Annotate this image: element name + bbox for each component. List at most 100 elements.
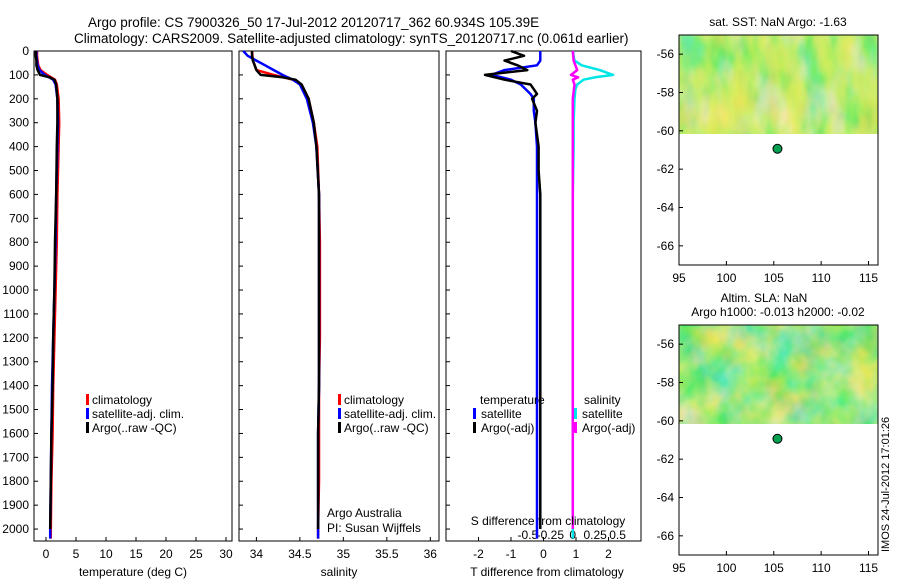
sla-map-title: Altim. SLA: NaN (721, 291, 808, 305)
temperature-panel: 0100200300400500600700800900100011001200… (2, 44, 450, 579)
t-difference-x-axis: -2 -1 0 1 2 (473, 537, 612, 561)
map-y-tick-label: -56 (657, 47, 675, 61)
depth-tick-label: 600 (9, 187, 29, 201)
depth-tick-label: 1500 (2, 403, 29, 417)
x-tick-label: -2 (473, 547, 484, 561)
map-x-tick-label: 95 (672, 561, 686, 575)
map-y-tick-label: -62 (657, 452, 675, 466)
x-tick-label: 15 (129, 547, 143, 561)
sla-heatmap (679, 325, 878, 424)
depth-tick-label: 1600 (2, 426, 29, 440)
temperature-axes-frame (33, 50, 233, 542)
map-x-tick-label: 100 (716, 271, 736, 285)
series-line-temperature-satellite (490, 51, 542, 539)
x-tick-label: 35.5 (375, 547, 399, 561)
legend-swatch-argo (338, 422, 341, 433)
x-tick-label: 34.5 (288, 547, 312, 561)
legend-swatch-t-argo (473, 422, 476, 433)
depth-tick-label: 1100 (3, 307, 29, 321)
legend-label-satellite: satellite-adj. clim. (92, 407, 184, 421)
series-line-salinity-satellite (571, 50, 615, 539)
series-line-temperature-argo-adj- (483, 49, 542, 529)
map-y-tick-label: -64 (657, 491, 675, 505)
depth-tick-label: 1000 (2, 283, 29, 297)
s-tick-label: 0.5 (609, 528, 626, 542)
map-x-tick-label: 115 (859, 561, 878, 575)
legend-swatch-satellite (86, 408, 89, 419)
sst-map-frame (678, 34, 879, 266)
s-difference-label: S difference from climatology (471, 514, 626, 528)
x-tick-label: 30 (219, 547, 233, 561)
map-y-tick-label: -62 (657, 162, 675, 176)
map-y-tick-label: -64 (657, 201, 675, 215)
legend-heading-salinity: salinity (584, 393, 621, 407)
depth-tick-label: 500 (9, 164, 29, 178)
map-x-tick-label: 110 (812, 271, 831, 285)
depth-tick-label: 2000 (2, 522, 29, 536)
difference-lines (483, 49, 615, 539)
legend-swatch-argo (86, 422, 89, 433)
x-tick-label: 1 (573, 547, 580, 561)
x-tick-label: 25 (189, 547, 203, 561)
depth-tick-label: 300 (9, 116, 29, 130)
series-line-argo-raw-qc- (34, 51, 59, 530)
legend-swatch-s-satellite (574, 408, 577, 419)
x-tick-label: 20 (159, 547, 173, 561)
map-y-tick-label: -66 (657, 239, 675, 253)
legend-label-s-satellite: satellite (582, 407, 623, 421)
sst-heatmap (679, 35, 878, 134)
map-x-tick-label: 110 (812, 561, 831, 575)
depth-tick-label: 200 (9, 92, 29, 106)
series-line-satellite-adj-clim- (242, 50, 321, 539)
s-tick-label: 0.25 (583, 528, 607, 542)
sla-map-axes: 95 100 105 110 115 -56 -58 -60 -62 -64 -66 (657, 337, 879, 575)
x-tick-label: 5 (73, 547, 80, 561)
sla-map-panel: Altim. SLA: NaN Argo h1000: -0.013 h2000… (657, 291, 879, 575)
legend-label-t-argo: Argo(-adj) (481, 421, 534, 435)
series-line-salinity-argo-adj- (569, 50, 580, 529)
map-x-tick-label: 115 (859, 271, 878, 285)
depth-tick-label: 0 (22, 44, 29, 58)
depth-tick-label: 1200 (2, 331, 29, 345)
legend-swatch-s-argo (574, 422, 577, 433)
series-line-climatology (250, 50, 322, 539)
series-line-climatology (35, 51, 61, 539)
x-tick-label: 0 (540, 547, 547, 561)
map-y-tick-label: -60 (657, 414, 675, 428)
depth-tick-label: 900 (9, 259, 29, 273)
legend-label-satellite: satellite-adj. clim. (344, 407, 436, 421)
map-y-tick-label: -60 (657, 124, 675, 138)
s-tick-label: -0.25 (537, 528, 565, 542)
map-y-tick-label: -56 (657, 337, 675, 351)
t-difference-xlabel: T difference from climatology (470, 565, 624, 579)
legend-label-climatology: climatology (344, 393, 404, 407)
sla-map-frame (678, 324, 879, 556)
map-y-tick-label: -58 (657, 86, 675, 100)
depth-axis: 0 100 200 300 400 500 600 700 800 900 1000 1100 1200… (2, 44, 450, 536)
pi-label: PI: Susan Wijffels (327, 521, 421, 535)
salinity-lines (242, 50, 322, 539)
map-y-tick-label: -66 (657, 529, 675, 543)
salinity-legend: climatology satellite-adj. clim. Argo(..… (338, 393, 436, 435)
map-x-tick-label: 100 (716, 561, 736, 575)
depth-tick-label: 1800 (2, 474, 29, 488)
x-tick-label: 34 (250, 547, 264, 561)
temperature-lines (34, 51, 61, 539)
salinity-x-axis: 34 34.5 35 35.5 36 (250, 537, 438, 561)
depth-tick-label: 800 (9, 235, 29, 249)
legend-swatch-climatology (86, 394, 89, 405)
map-x-tick-label: 105 (764, 271, 784, 285)
legend-label-climatology: climatology (92, 393, 152, 407)
x-tick-label: 36 (424, 547, 438, 561)
salinity-xlabel: salinity (321, 565, 358, 579)
depth-tick-label: 1300 (2, 355, 29, 369)
s-tick-label: -0.5 (518, 528, 539, 542)
argo-float-marker (772, 143, 783, 154)
depth-tick-label: 1900 (2, 498, 29, 512)
legend-heading-temperature: temperature (480, 393, 545, 407)
depth-tick-label: 100 (9, 68, 29, 82)
legend-label-argo: Argo(..raw -QC) (344, 421, 429, 435)
legend-swatch-satellite (338, 408, 341, 419)
difference-panel: -2 -1 0 1 2 -0.5-0.25 0 0.25 0.5 S difference f… (445, 49, 642, 579)
